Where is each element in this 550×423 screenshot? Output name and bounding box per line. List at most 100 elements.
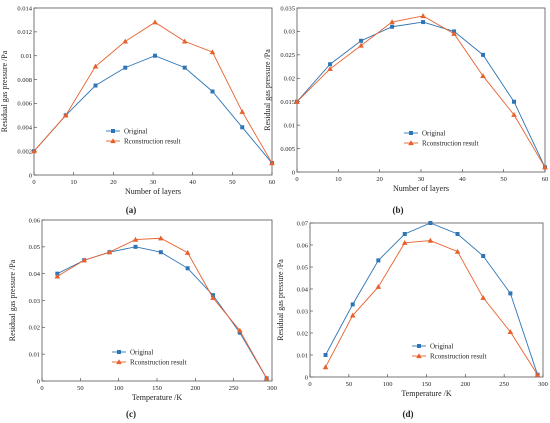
legend-entry: Rconstruction result — [422, 139, 479, 147]
series-reconstruction — [31, 19, 275, 166]
y-axis-label: Residual gas pressure /Pa — [263, 49, 272, 131]
y-tick-label: 0.07 — [297, 220, 309, 227]
data-point — [106, 249, 113, 255]
y-tick-label: 0.01 — [21, 53, 32, 60]
data-point — [451, 30, 457, 36]
x-tick-label: 150 — [152, 385, 162, 392]
data-point — [327, 66, 333, 72]
y-tick-label: 0.008 — [17, 77, 32, 84]
legend-entry: Original — [430, 342, 453, 350]
x-tick-label: 50 — [346, 381, 353, 388]
x-tick-label: 0 — [295, 176, 298, 183]
legend: Original Rconstruction result — [106, 127, 181, 145]
panel-label: (c) — [126, 409, 136, 419]
data-point — [158, 235, 164, 241]
data-point — [210, 89, 215, 94]
data-point — [152, 53, 157, 58]
data-point — [239, 108, 246, 114]
data-point — [158, 250, 163, 255]
y-tick-label: 0.006 — [17, 101, 32, 108]
data-point — [481, 254, 486, 258]
data-point — [454, 248, 461, 254]
legend-marker — [408, 140, 414, 146]
legend-marker — [416, 353, 422, 359]
y-tick-label: 0.01 — [29, 351, 40, 358]
x-tick-label: 0 — [32, 179, 35, 186]
y-tick-label: 0.01 — [284, 122, 295, 129]
data-point — [184, 249, 191, 255]
data-point — [512, 99, 516, 104]
plot-frame — [296, 7, 546, 173]
chart-panel-4: 0 50 100 150 200 250 300 0 0.01 0.02 0.03 0.04 0.05 0… — [276, 220, 548, 419]
legend-marker — [117, 350, 121, 354]
y-tick-label: 0 — [29, 172, 32, 179]
y-tick-label: 0.014 — [17, 5, 32, 12]
data-point — [269, 160, 275, 166]
y-tick-label: 0 — [37, 378, 40, 385]
x-tick-label: 60 — [269, 179, 276, 186]
x-tick-label: 10 — [70, 179, 77, 186]
y-tick-label: 0.02 — [297, 330, 308, 337]
data-point — [237, 330, 242, 335]
legend-entry: Original — [124, 127, 147, 135]
x-tick-label: 20 — [110, 179, 117, 186]
legend: Original Rconstruction result — [404, 129, 479, 147]
data-point — [92, 63, 99, 69]
data-point — [511, 112, 517, 117]
legend-entry: Rconstruction result — [130, 358, 187, 366]
x-tick-label: 100 — [114, 385, 124, 392]
y-tick-label: 0.03 — [29, 298, 40, 305]
x-tick-label: 50 — [229, 179, 236, 186]
chart-panel-1: 0 10 20 30 40 50 60 0 0.002 0.004 0.006 0.008 0.01 0.… — [0, 5, 275, 215]
y-tick-label: 0.002 — [17, 148, 32, 155]
data-point — [152, 19, 158, 25]
series-reconstruction — [294, 13, 548, 170]
x-tick-label: 300 — [538, 381, 548, 388]
data-point — [328, 62, 333, 67]
series-line — [296, 21, 546, 168]
y-tick-label: 0.05 — [297, 264, 308, 271]
data-point — [455, 232, 460, 236]
data-point — [182, 65, 187, 70]
data-point — [181, 38, 188, 44]
x-tick-label: 0 — [40, 385, 43, 392]
y-tick-label: 0.005 — [280, 146, 295, 153]
legend: Original Rconstruction result — [412, 342, 487, 360]
data-point — [350, 302, 355, 307]
plot-frame — [41, 219, 273, 382]
legend-entry: Rconstruction result — [124, 137, 181, 145]
y-tick-label: 0 — [292, 169, 295, 176]
x-tick-label: 40 — [189, 179, 196, 186]
y-tick-label: 0.06 — [29, 217, 41, 224]
y-tick-label: 0.04 — [297, 286, 309, 293]
x-tick-label: 300 — [267, 385, 277, 392]
data-point — [420, 13, 426, 19]
legend: Original Rconstruction result — [112, 348, 187, 366]
y-axis-label: Residual gas pressure /Pa — [276, 259, 285, 341]
legend-marker — [111, 129, 115, 133]
data-point — [428, 221, 433, 225]
data-point — [132, 236, 139, 242]
data-point — [401, 240, 408, 245]
data-point — [263, 375, 270, 381]
x-tick-label: 40 — [459, 176, 466, 183]
x-tick-label: 100 — [383, 381, 393, 388]
panel-label: (b) — [393, 205, 404, 215]
data-point — [240, 125, 245, 130]
data-point — [122, 38, 129, 44]
y-tick-label: 0.004 — [17, 125, 32, 132]
y-axis-label: Residual gas pressure /Pa — [0, 50, 9, 132]
plot-frame — [309, 222, 544, 378]
y-tick-label: 0.02 — [284, 76, 295, 83]
y-tick-label: 0.012 — [17, 29, 32, 36]
data-point — [402, 232, 407, 236]
legend-entry: Rconstruction result — [430, 352, 487, 360]
y-tick-label: 0.03 — [284, 29, 295, 36]
plot-frame — [33, 7, 273, 176]
y-tick-label: 0.04 — [29, 271, 41, 278]
data-point — [323, 353, 328, 357]
x-tick-label: 0 — [308, 381, 311, 388]
legend-entry: Original — [422, 129, 445, 137]
legend-marker — [417, 344, 421, 348]
